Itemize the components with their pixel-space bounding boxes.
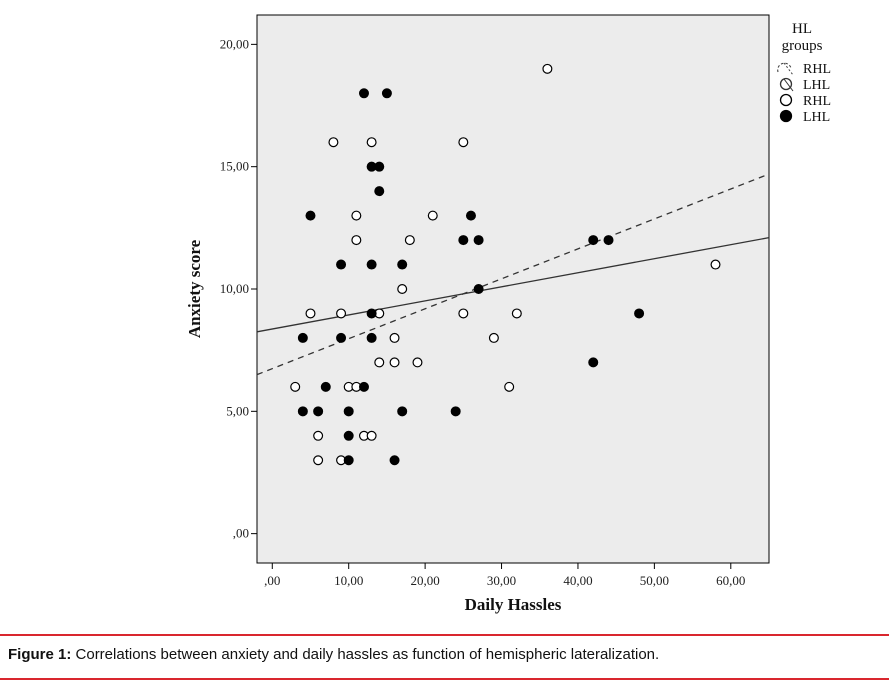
data-points <box>290 63 721 466</box>
legend-dashed-line-icon <box>783 62 794 76</box>
data-point-lhl <box>603 235 614 246</box>
data-point-rhl <box>710 259 721 270</box>
data-point-lhl <box>343 455 354 466</box>
data-point-rhl <box>290 381 301 392</box>
data-point-rhl <box>488 332 499 343</box>
legend-label: LHL <box>803 78 830 93</box>
y-axis: ,00 5,00 10,00 15,00 20,00 <box>220 36 257 541</box>
data-point-lhl <box>358 88 369 99</box>
legend-label: RHL <box>803 62 831 77</box>
data-point-rhl <box>313 455 324 466</box>
data-point-lhl <box>634 308 645 319</box>
legend-label: LHL <box>803 110 830 125</box>
data-point-lhl <box>458 235 469 246</box>
data-point-lhl <box>343 406 354 417</box>
caption-text: Correlations between anxiety and daily h… <box>75 646 660 663</box>
data-point-lhl <box>381 88 392 99</box>
data-point-rhl <box>366 137 377 148</box>
data-point-rhl <box>397 284 408 295</box>
data-point-lhl <box>397 406 408 417</box>
data-point-lhl <box>389 455 400 466</box>
legend-solid-line-icon <box>783 78 794 92</box>
y-tick-label: 5,00 <box>226 403 249 418</box>
data-point-lhl <box>366 259 377 270</box>
data-point-lhl <box>297 406 308 417</box>
x-tick-label: 50,00 <box>640 573 669 588</box>
data-point-lhl <box>358 381 369 392</box>
y-tick-label: 15,00 <box>220 159 249 174</box>
data-point-rhl <box>404 235 415 246</box>
data-point-lhl <box>336 332 347 343</box>
data-point-lhl <box>305 210 316 221</box>
data-point-rhl <box>427 210 438 221</box>
data-point-lhl <box>374 161 385 172</box>
data-point-rhl <box>511 308 522 319</box>
x-tick-label: 60,00 <box>716 573 745 588</box>
legend-open-circle-icon <box>779 93 793 107</box>
legend-label: RHL <box>803 94 831 109</box>
figure-caption: Figure 1: Correlations between anxiety a… <box>8 646 659 663</box>
caption-label: Figure 1: <box>8 646 72 663</box>
x-tick-label: 10,00 <box>334 573 363 588</box>
caption-bottom-rule <box>0 678 889 680</box>
x-tick-label: 30,00 <box>487 573 516 588</box>
data-point-rhl <box>389 357 400 368</box>
data-point-lhl <box>473 235 484 246</box>
data-point-rhl <box>458 137 469 148</box>
data-point-lhl <box>336 259 347 270</box>
x-tick-label: 40,00 <box>563 573 592 588</box>
plot-area <box>256 14 770 564</box>
data-point-lhl <box>320 381 331 392</box>
legend-solid-line-icon <box>779 77 793 91</box>
data-point-rhl <box>504 381 515 392</box>
data-point-lhl <box>473 284 484 295</box>
data-point-lhl <box>397 259 408 270</box>
data-point-lhl <box>465 210 476 221</box>
data-point-lhl <box>297 332 308 343</box>
data-point-lhl <box>343 430 354 441</box>
legend-filled-circle-icon <box>779 109 793 123</box>
data-point-rhl <box>336 308 347 319</box>
data-point-lhl <box>374 186 385 197</box>
data-point-lhl <box>588 235 599 246</box>
data-point-lhl <box>588 357 599 368</box>
legend-title: HL <box>792 21 812 37</box>
data-point-rhl <box>542 63 553 74</box>
caption-top-rule <box>0 634 889 636</box>
data-point-rhl <box>412 357 423 368</box>
legend-title: groups <box>782 38 823 54</box>
data-point-lhl <box>366 308 377 319</box>
y-axis-title: Anxiety score <box>185 239 204 338</box>
x-tick-label: 20,00 <box>410 573 439 588</box>
data-point-lhl <box>313 406 324 417</box>
x-axis-title: Daily Hassles <box>465 595 562 614</box>
legend-dashed-line-icon <box>777 62 792 73</box>
data-point-rhl <box>351 210 362 221</box>
data-point-rhl <box>366 430 377 441</box>
data-point-rhl <box>313 430 324 441</box>
data-point-rhl <box>374 357 385 368</box>
y-tick-label: 10,00 <box>220 281 249 296</box>
scatter-chart: ,00 10,00 20,00 30,00 40,00 50,00 60,00 ,00 5,0… <box>185 14 831 614</box>
data-point-lhl <box>450 406 461 417</box>
x-axis: ,00 10,00 20,00 30,00 40,00 50,00 60,00 <box>264 563 745 588</box>
x-tick-label: ,00 <box>264 573 280 588</box>
data-point-rhl <box>351 235 362 246</box>
data-point-rhl <box>328 137 339 148</box>
data-point-rhl <box>389 332 400 343</box>
data-point-lhl <box>366 332 377 343</box>
data-point-rhl <box>458 308 469 319</box>
y-tick-label: ,00 <box>233 526 249 541</box>
y-tick-label: 20,00 <box>220 36 249 51</box>
data-point-rhl <box>305 308 316 319</box>
